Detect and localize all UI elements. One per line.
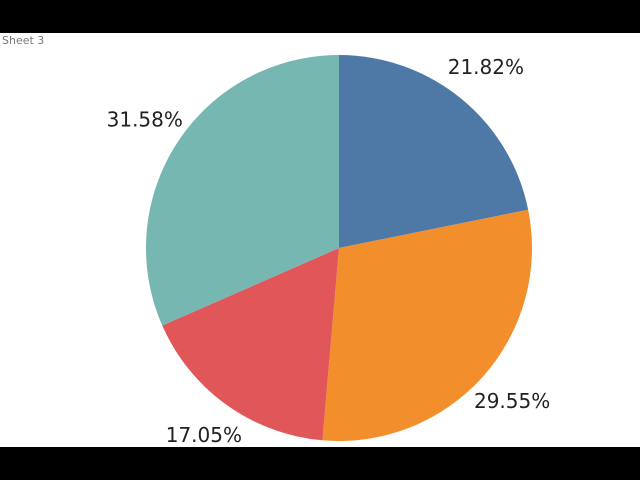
bottom-bar	[0, 447, 640, 480]
data-label: 21.82%	[448, 55, 524, 79]
pie-slice	[146, 55, 339, 326]
pie-slice	[339, 55, 529, 248]
data-label: 29.55%	[474, 389, 550, 413]
data-label: 17.05%	[166, 423, 242, 447]
top-bar	[0, 0, 640, 33]
pie-slice	[162, 248, 339, 441]
data-label: 31.58%	[107, 108, 183, 132]
pie-slice	[322, 209, 532, 441]
chart-title: Sheet 3	[2, 34, 44, 47]
